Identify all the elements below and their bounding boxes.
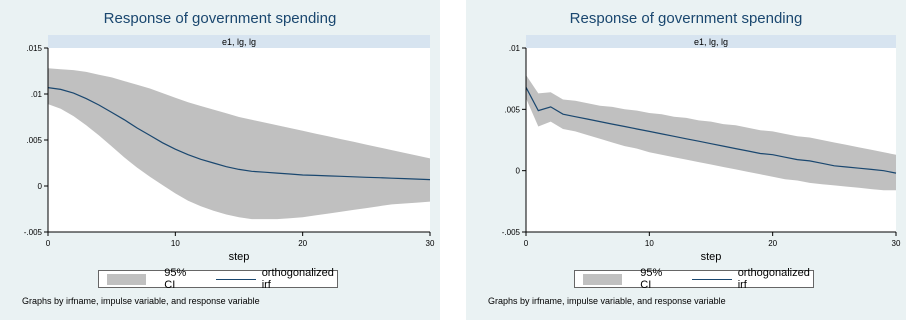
ci-band (526, 75, 896, 191)
x-tick-label: 20 (298, 239, 307, 248)
y-tick-label: -.005 (502, 228, 521, 237)
x-axis-label: step (229, 251, 250, 263)
chart-panel-right: Response of government spending e1, lg, … (466, 0, 906, 320)
graph-note: Graphs by irfname, impulse variable, and… (488, 296, 726, 306)
legend: 95% CI orthogonalized irf (98, 267, 338, 291)
legend-ci-swatch (583, 273, 623, 285)
chart-title: Response of government spending (103, 10, 337, 27)
x-axis-label: step (701, 251, 722, 263)
chart-panel-left: Response of government spending e1, lg, … (0, 0, 440, 320)
legend-irf-swatch (692, 278, 732, 280)
y-tick-label: 0 (516, 167, 521, 176)
x-tick-label: 0 (46, 239, 51, 248)
irf-line (47, 87, 431, 181)
x-tick-label: 20 (768, 239, 777, 248)
subtitle-strip (48, 35, 430, 48)
legend: 95% CI orthogonalized irf (574, 267, 814, 291)
y-tick-label: .005 (26, 136, 42, 145)
chart-title: Response of government spending (569, 10, 803, 27)
legend-irf-label: orthogonalized irf (261, 267, 334, 291)
legend-irf-swatch (216, 278, 256, 280)
x-tick-label: 10 (171, 239, 180, 248)
ci-band (48, 68, 430, 220)
y-tick-label: -.005 (24, 228, 43, 237)
legend-ci-swatch (107, 273, 147, 285)
x-tick-label: 30 (426, 239, 435, 248)
x-tick-label: 10 (645, 239, 654, 248)
y-tick-label: .015 (26, 44, 42, 53)
x-tick-label: 30 (892, 239, 901, 248)
y-tick-label: 0 (38, 182, 43, 191)
legend-irf-label: orthogonalized irf (737, 267, 810, 291)
legend-ci-label: 95% CI (640, 267, 663, 291)
subtitle-strip (526, 35, 896, 48)
graph-note: Graphs by irfname, impulse variable, and… (22, 296, 260, 306)
y-tick-label: .01 (509, 44, 521, 53)
y-tick-label: .01 (31, 90, 43, 99)
irf-line (525, 87, 897, 174)
y-tick-label: .005 (504, 105, 520, 114)
legend-ci-label: 95% CI (164, 267, 187, 291)
subtitle-label: e1, lg, lg (222, 37, 256, 47)
x-tick-label: 0 (524, 239, 529, 248)
subtitle-label: e1, lg, lg (694, 37, 728, 47)
